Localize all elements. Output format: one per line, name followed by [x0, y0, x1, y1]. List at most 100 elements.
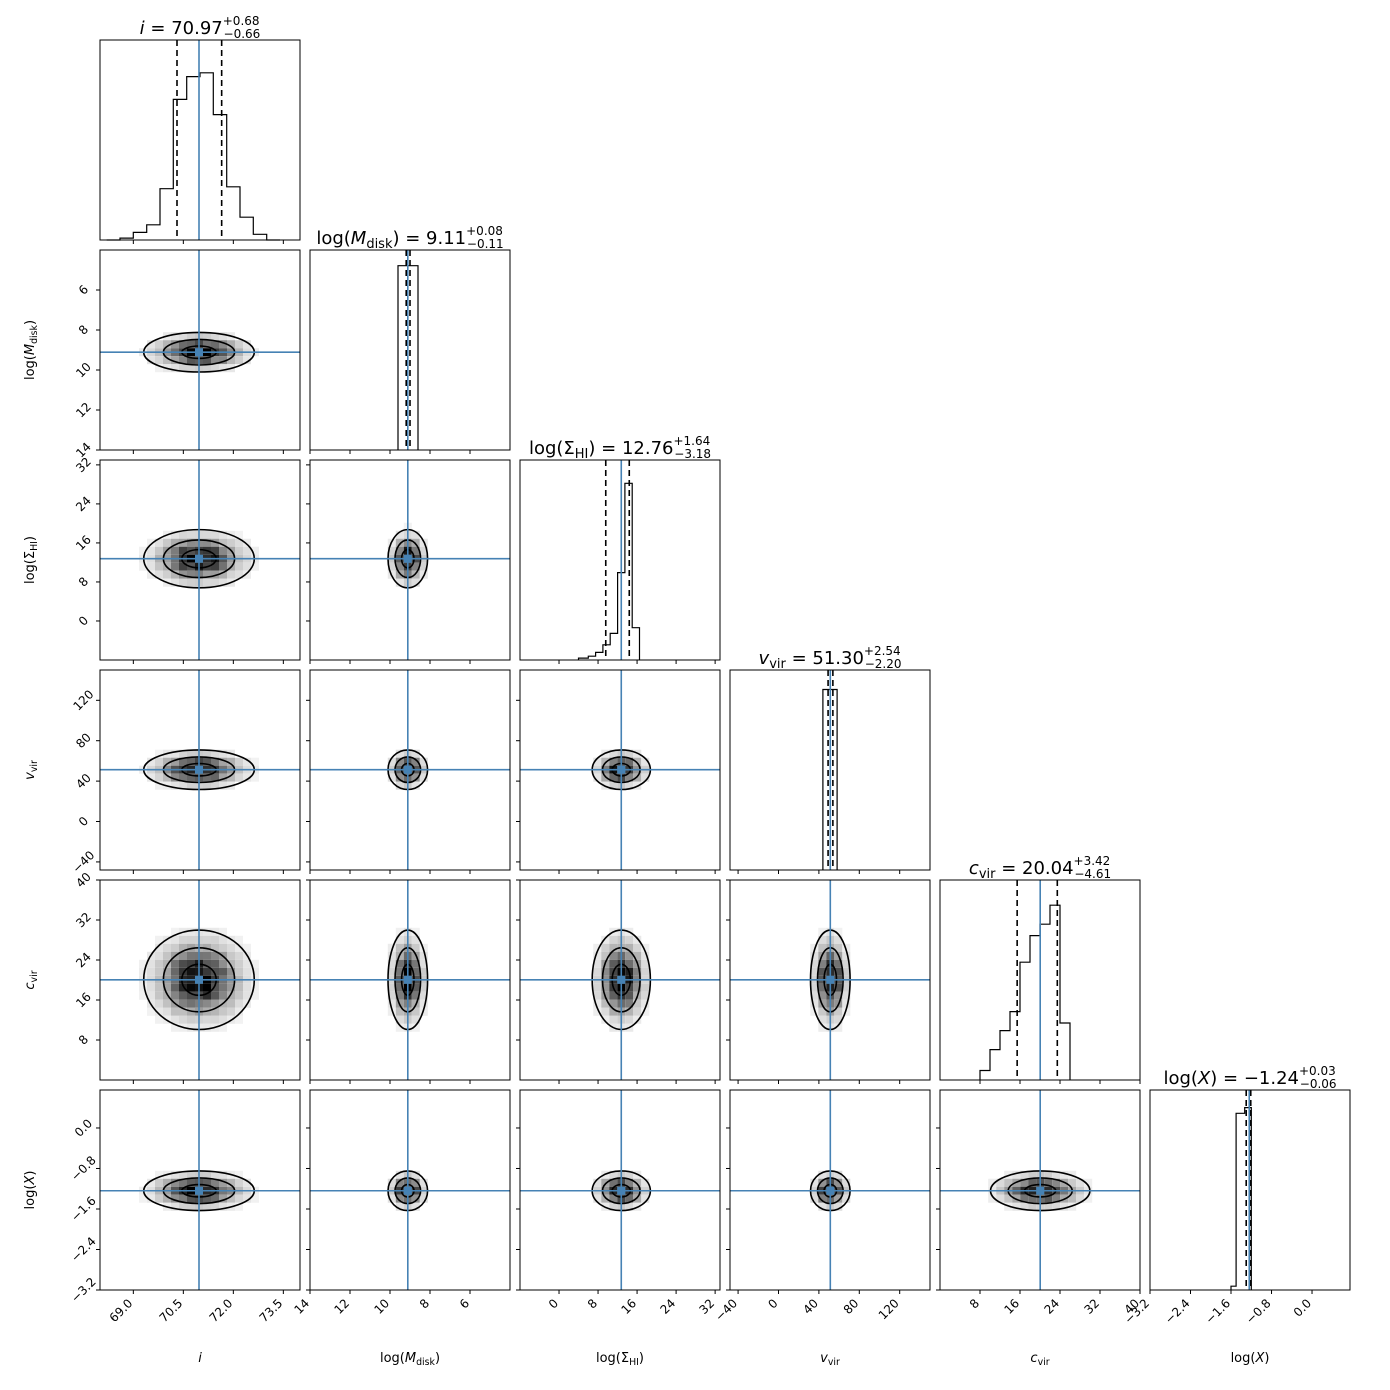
density-cell: [203, 773, 211, 782]
density-cell: [641, 943, 650, 952]
panel-cvir-vs-i: [96, 879, 301, 1084]
density-cell: [834, 943, 843, 952]
density-cell: [842, 983, 851, 992]
density-cell: [633, 1007, 642, 1016]
density-cell: [139, 983, 147, 992]
density-cell: [810, 999, 819, 1008]
truth-marker: [403, 975, 412, 984]
density-cell: [187, 356, 195, 365]
density-cell: [842, 999, 851, 1008]
density-cell: [203, 927, 211, 936]
density-cell: [171, 983, 179, 992]
density-cell: [139, 546, 147, 555]
density-cell: [219, 1170, 227, 1179]
density-cell: [419, 1194, 428, 1203]
density-cell: [163, 967, 171, 976]
histogram-vvir: vvir = 51.30+2.54 −2.20: [729, 644, 931, 874]
density-cell: [395, 538, 404, 547]
truth-marker: [195, 975, 203, 984]
density-cell: [1028, 1194, 1037, 1203]
density-cell: [155, 1194, 163, 1203]
density-cell: [219, 578, 227, 587]
density-cell: [1076, 1178, 1085, 1187]
panel-frame: [519, 669, 721, 871]
density-cell: [139, 562, 147, 571]
density-cell: [625, 1007, 634, 1016]
density-cell: [179, 951, 187, 960]
density-cell: [235, 757, 243, 766]
density-cell: [641, 773, 650, 782]
density-cell: [203, 1178, 211, 1187]
x-tick-label-sigma: 24: [658, 1296, 679, 1317]
density-cell: [139, 959, 147, 968]
density-cell: [842, 1194, 851, 1203]
density-cell: [227, 1178, 235, 1187]
density-cell: [219, 1202, 227, 1211]
density-cell: [219, 1178, 227, 1187]
panel-logx-vs-i: [96, 1089, 301, 1294]
density-cell: [187, 1015, 195, 1024]
truth-marker: [195, 554, 203, 563]
y-tick-label-cvir: 24: [73, 950, 94, 971]
density-cell: [633, 943, 642, 952]
density-cell: [411, 530, 420, 539]
density-cell: [387, 773, 396, 782]
density-cell: [411, 781, 420, 790]
density-cell: [251, 773, 259, 782]
density-cell: [171, 757, 179, 766]
density-cell: [411, 935, 420, 944]
density-cell: [625, 943, 634, 952]
density-cell: [203, 578, 211, 587]
density-cell: [219, 340, 227, 349]
density-cell: [609, 781, 618, 790]
density-cell: [179, 1194, 187, 1203]
density-cell: [235, 967, 243, 976]
y-axis-label-cvir: cvir: [23, 970, 40, 989]
density-cell: [625, 1015, 634, 1024]
density-cell: [147, 546, 155, 555]
x-tick-label-mdisk: 8: [417, 1296, 432, 1311]
density-cell: [171, 530, 179, 539]
y-tick-label-mdisk: 10: [73, 360, 94, 381]
y-tick-label-sigma: 8: [76, 574, 91, 589]
density-cell: [179, 356, 187, 365]
density-cell: [593, 943, 602, 952]
density-cell: [171, 959, 179, 968]
density-cell: [147, 967, 155, 976]
density-cell: [155, 570, 163, 579]
density-cell: [203, 749, 211, 758]
x-tick-label-vvir: 120: [876, 1296, 902, 1322]
density-cell: [171, 340, 179, 349]
density-cell: [387, 1178, 396, 1187]
density-cell: [187, 332, 195, 341]
density-cell: [633, 967, 642, 976]
density-cell: [187, 1023, 195, 1032]
density-cell: [834, 1170, 843, 1179]
density-cell: [387, 757, 396, 766]
x-tick-label-i: 69.0: [107, 1296, 136, 1325]
density-cell: [227, 983, 235, 992]
panel-frame: [519, 1089, 721, 1291]
density-cell: [609, 935, 618, 944]
density-cell: [219, 1194, 227, 1203]
x-axis-label-logx: log(X): [1231, 1351, 1270, 1366]
panel-frame: [729, 669, 931, 871]
density-cell: [251, 757, 259, 766]
density-cell: [155, 999, 163, 1008]
density-cell: [147, 773, 155, 782]
density-cell: [147, 340, 155, 349]
density-cell: [1044, 1170, 1053, 1179]
density-cell: [211, 983, 219, 992]
x-axis-label-mdisk: log(Mdisk): [380, 1351, 440, 1368]
density-cell: [419, 967, 428, 976]
density-cell: [203, 538, 211, 547]
density-cell: [235, 1178, 243, 1187]
density-cell: [179, 757, 187, 766]
density-cell: [395, 959, 404, 968]
density-cell: [609, 951, 618, 960]
density-cell: [633, 773, 642, 782]
density-cell: [219, 570, 227, 579]
density-cell: [387, 983, 396, 992]
y-tick-label-logx: −3.2: [68, 1275, 99, 1306]
panel-cvir-vs-sigma: [516, 879, 721, 1084]
